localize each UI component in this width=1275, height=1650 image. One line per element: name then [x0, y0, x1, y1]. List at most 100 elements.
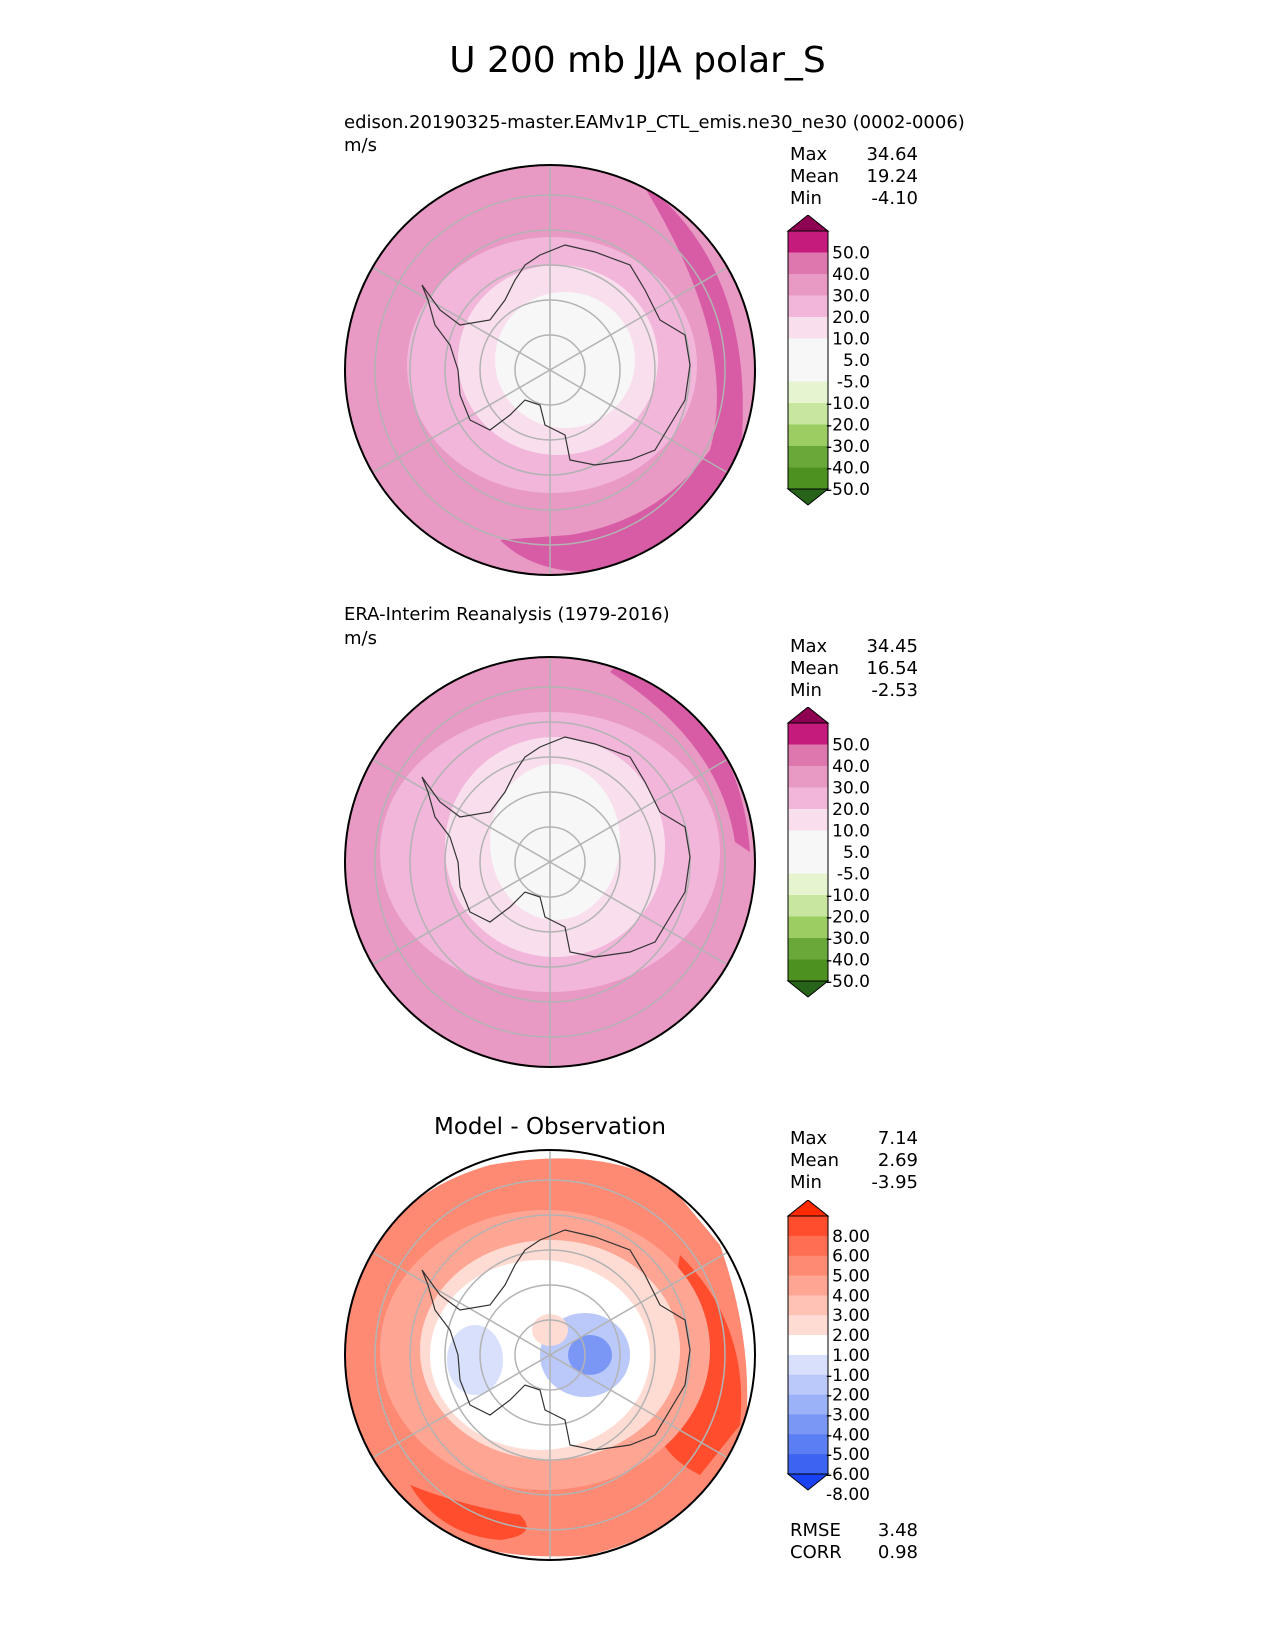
- panel2-colorbar-tick-label: 5.0: [843, 843, 870, 863]
- panel3-colorbar-outline: [787, 1215, 829, 1475]
- panel2-map: [344, 656, 756, 1068]
- panel1-colorbar-segment: [788, 295, 828, 318]
- panel2-units: m/s: [344, 628, 377, 649]
- panel2-colorbar-tick-label: 20.0: [832, 800, 870, 820]
- panel3-colorbar-segment: [788, 1354, 828, 1376]
- panel1-colorbar-tick-label: -10.0: [826, 394, 870, 414]
- panel3-colorbar-segment: [788, 1275, 828, 1296]
- panel3-coastline: [421, 1229, 691, 1451]
- panel3-colorbar-tick-label: -5.00: [826, 1445, 870, 1465]
- panel2-colorbar: 50.040.030.020.010.05.0-5.0-10.0-20.0-30…: [786, 707, 870, 998]
- panel1-colorbar-bottom-extend: [786, 488, 830, 506]
- panel2-colorbar-tick-label: -5.0: [837, 865, 870, 885]
- panel3-level-strong-negative: [568, 1335, 612, 1375]
- panel2-colorbar-segment: [788, 830, 828, 853]
- panel3-colorbar-segment: [788, 1374, 828, 1396]
- panel1-colorbar-tick-label: 20.0: [832, 308, 870, 328]
- panel3-colorbar-segment: [788, 1235, 828, 1257]
- panel2-colorbar-top-extend: [786, 707, 830, 724]
- panel2-colorbar-outline: [787, 722, 829, 982]
- panel3-colorbar-tick-label: 3.00: [832, 1306, 870, 1326]
- panel1-colorbar-tick-label: -5.0: [837, 373, 870, 393]
- panel2-colorbar-segment: [788, 766, 828, 788]
- panel2-colorbar-tick-label: -50.0: [826, 972, 870, 992]
- panel2-colorbar-segment: [788, 744, 828, 767]
- panel1-max-label: Max: [790, 144, 828, 165]
- panel1-colorbar-segment: [788, 360, 828, 382]
- panel2-colorbar-segment: [788, 938, 828, 960]
- panel1-colorbar-tick-label: 30.0: [832, 287, 870, 307]
- panel3-colorbar-tick-label: -4.00: [826, 1425, 870, 1445]
- panel1-map: [344, 164, 756, 576]
- panel3-corr-value: 0.98: [877, 1542, 918, 1563]
- panel3-colorbar-tick-label: -2.00: [826, 1386, 870, 1406]
- panel1-colorbar-tick-label: 10.0: [832, 330, 870, 350]
- panel1-colorbar-segment: [788, 252, 828, 275]
- panel2-colorbar-segment: [788, 895, 828, 917]
- panel1-colorbar: 50.040.030.020.010.05.0-5.0-10.0-20.0-30…: [786, 215, 870, 506]
- panel3-colorbar-tick-label: -1.00: [826, 1366, 870, 1386]
- panel1-subtitle: edison.20190325-master.EAMv1P_CTL_emis.n…: [344, 112, 965, 133]
- panel2-colorbar-tick-label: -20.0: [826, 908, 870, 928]
- panel1-colorbar-segment: [788, 274, 828, 296]
- panel3-colorbar-segment: [788, 1255, 828, 1277]
- panel1-colorbar-segment: [788, 424, 828, 447]
- panel3-level-negative-west: [447, 1325, 503, 1395]
- panel2-mean-label: Mean: [790, 658, 840, 679]
- panel2-colorbar-tick-label: -10.0: [826, 886, 870, 906]
- panel1-colorbar-segment: [788, 317, 828, 339]
- panel1-colorbar-top-extend: [786, 215, 830, 232]
- panel3-colorbar-tick-label: 6.00: [832, 1247, 870, 1267]
- panel3-colorbar-bottom-extend: [786, 1473, 830, 1491]
- panel2-colorbar-segment: [788, 809, 828, 831]
- panel3-graticule: [371, 1150, 729, 1560]
- panel2-map-border: [344, 656, 756, 1068]
- panel3-level-strong-positive-southwest: [410, 1485, 527, 1540]
- panel1-level-pole: [495, 292, 635, 428]
- panel3-colorbar: 8.006.005.004.003.002.001.00-1.00-2.00-3…: [786, 1200, 870, 1505]
- panel1-colorbar-tick-label: 50.0: [832, 244, 870, 264]
- panel2-colorbar-tick-label: -30.0: [826, 929, 870, 949]
- panel2-colorbar-segment: [788, 959, 828, 982]
- panel2-colorbar-bottom-extend: [786, 980, 830, 998]
- panel2-colorbar-segment: [788, 852, 828, 874]
- panel2-colorbar-segment: [788, 787, 828, 810]
- panel1-colorbar-segment: [788, 381, 828, 404]
- panel1-colorbar-tick-label: 40.0: [832, 265, 870, 285]
- panel3-colorbar-tick-label: 1.00: [832, 1346, 870, 1366]
- panel3-colorbar-tick-label: 2.00: [832, 1326, 870, 1346]
- panel3-colorbar-tick-label: -8.00: [826, 1485, 870, 1505]
- panel2-min-value: -2.53: [871, 680, 918, 701]
- panel3-min-label: Min: [790, 1172, 822, 1193]
- panel1-map-border: [344, 164, 756, 576]
- panel2-mean-value: 16.54: [866, 658, 918, 679]
- panel3-colorbar-tick-label: 8.00: [832, 1227, 870, 1247]
- panel2-subtitle: ERA-Interim Reanalysis (1979-2016): [344, 604, 670, 625]
- panel2-colorbar-tick-label: 50.0: [832, 736, 870, 756]
- panel3-title: Model - Observation: [433, 1114, 667, 1140]
- panel1-colorbar-tick-label: 5.0: [843, 351, 870, 371]
- panel1-graticule: [371, 165, 729, 575]
- panel3-mean-label: Mean: [790, 1150, 840, 1171]
- panel3-max-value: 7.14: [877, 1128, 918, 1149]
- panel1-colorbar-tick-label: -30.0: [826, 437, 870, 457]
- panel1-coastline: [421, 244, 691, 466]
- figure-title: U 200 mb JJA polar_S: [449, 40, 826, 81]
- panel3-colorbar-top-extend: [786, 1200, 830, 1217]
- panel3-rmse-label: RMSE: [790, 1520, 841, 1541]
- panel1-colorbar-tick-label: -40.0: [826, 459, 870, 479]
- panel3-mean-value: 2.69: [877, 1150, 918, 1171]
- panel3-max-label: Max: [790, 1128, 828, 1149]
- panel1-units: m/s: [344, 135, 377, 156]
- panel2-colorbar-tick-label: 30.0: [832, 779, 870, 799]
- panel3-colorbar-segment: [788, 1414, 828, 1435]
- panel1-max-value: 34.64: [866, 144, 918, 165]
- panel1-colorbar-tick-label: -20.0: [826, 416, 870, 436]
- panel1-min-label: Min: [790, 188, 822, 209]
- panel2-min-label: Min: [790, 680, 822, 701]
- panel3-colorbar-tick-label: 5.00: [832, 1267, 870, 1287]
- panel2-colorbar-segment: [788, 873, 828, 896]
- panel2-colorbar-tick-label: 10.0: [832, 822, 870, 842]
- panel2-coastline: [421, 736, 691, 958]
- panel3-colorbar-segment: [788, 1454, 828, 1475]
